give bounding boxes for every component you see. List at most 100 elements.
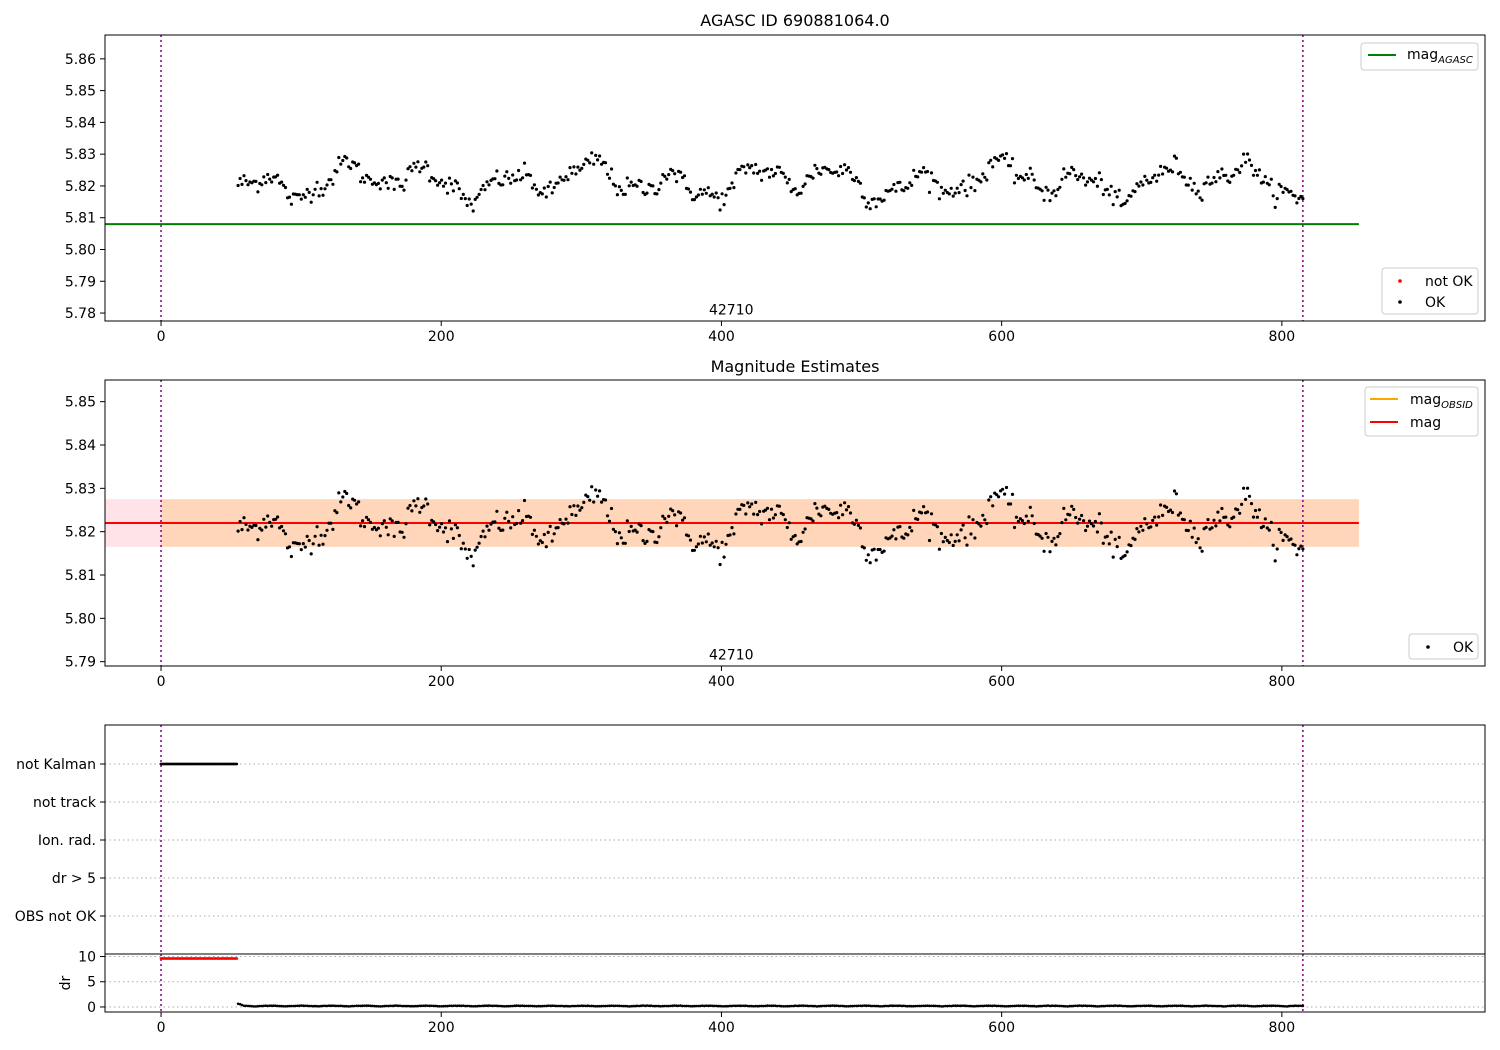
dr-ok-point [473, 1004, 477, 1008]
dr-ok-point [1216, 1004, 1220, 1008]
ok-point [566, 521, 570, 525]
dr-ok-point [584, 1004, 588, 1008]
dr-ok-point [627, 1005, 631, 1008]
ok-point [748, 166, 752, 170]
dr-ok-point [718, 1004, 722, 1008]
ok-point [856, 523, 861, 528]
ok-point [558, 518, 562, 522]
dr-ok-point [845, 1005, 848, 1008]
ok-point [507, 519, 511, 524]
dr-ok-point [1291, 1004, 1295, 1008]
ok-point [769, 507, 774, 511]
ok-point [410, 509, 414, 513]
panel-flags: not Kalman not track Ion. rad. dr > 5 OBS no… [15, 724, 1486, 955]
ok-point [414, 165, 418, 169]
ok-point [359, 180, 363, 184]
dr-ok-point [957, 1004, 961, 1008]
dr-ok-point [1287, 1004, 1291, 1008]
dr-ok-point [661, 1004, 665, 1008]
ok-point [317, 543, 321, 547]
ok-point [823, 504, 827, 508]
ok-point [1295, 553, 1299, 557]
dr-ok-point [857, 1004, 860, 1008]
ok-point [720, 540, 724, 545]
ok-point [902, 189, 906, 193]
ok-point [738, 168, 742, 172]
dr-ok-point [246, 1004, 250, 1008]
ok-point [1026, 176, 1030, 180]
ok-point [280, 180, 284, 184]
ok-point [1012, 525, 1017, 530]
ok-point [718, 562, 722, 567]
y-tick-label: 5.84 [65, 438, 96, 454]
ok-point [264, 525, 268, 529]
dr-ok-point [1109, 1004, 1113, 1008]
dr-ok-point [1283, 1005, 1287, 1008]
ok-point [1028, 505, 1032, 509]
ok-point [1048, 199, 1052, 203]
dr-ok-point [657, 1004, 661, 1008]
dr-ok-point [471, 1005, 475, 1008]
dr-ok-point [655, 1004, 659, 1008]
panel2-legend-points: OK [1408, 633, 1479, 660]
dr-ok-point [270, 1004, 274, 1007]
ok-point [1070, 504, 1074, 508]
y-tick-label: 5.83 [65, 481, 96, 497]
dr-ok-point [566, 1004, 570, 1008]
dr-ok-point [515, 1004, 518, 1007]
dr-ok-point [582, 1004, 586, 1008]
ok-point [765, 167, 770, 171]
dr-ok-point [381, 1005, 384, 1008]
flag-point [235, 762, 239, 766]
ok-point [951, 194, 955, 198]
ok-point [912, 508, 916, 512]
ok-point [1289, 537, 1293, 541]
ok-point [378, 534, 382, 538]
ok-point [651, 530, 655, 534]
ok-point [894, 189, 898, 193]
dr-ok-point [319, 1004, 323, 1008]
ok-point [1052, 536, 1056, 540]
ok-point [773, 513, 778, 517]
ok-point [1174, 156, 1178, 160]
ok-point [362, 525, 367, 529]
dr-ok-point [1236, 1004, 1239, 1007]
ok-point [767, 175, 772, 179]
dr-ok-point [1234, 1004, 1237, 1008]
ok-point [588, 161, 592, 165]
dr-ok-point [1192, 1004, 1196, 1008]
dr-ok-point [598, 1004, 601, 1008]
dr-ok-point [602, 1004, 605, 1008]
dr-ok-point [1090, 1004, 1093, 1008]
ok-point [1186, 183, 1190, 187]
dr-ok-point [1084, 1004, 1087, 1007]
dr-ok-point [1244, 1004, 1247, 1008]
ok-point [1212, 518, 1216, 522]
dr-ok-point [454, 1004, 457, 1007]
ok-point [260, 183, 264, 187]
ok-point [1204, 181, 1208, 185]
ok-point [349, 166, 353, 171]
ok-point [1170, 510, 1175, 515]
dr-ok-point [341, 1004, 345, 1008]
ok-point [1105, 187, 1109, 191]
ok-point [1050, 191, 1054, 195]
dr-ok-point [831, 1004, 834, 1007]
panel4-axes-frame [104, 953, 1486, 1013]
ok-point [562, 178, 566, 182]
ok-point [702, 535, 706, 539]
ok-point [376, 181, 380, 185]
ok-point [408, 503, 412, 508]
ok-point [1032, 178, 1036, 182]
ok-point [1022, 521, 1026, 526]
ok-point [256, 190, 260, 194]
ok-point [1206, 518, 1210, 522]
dr-ok-point [357, 1004, 360, 1008]
ok-point [483, 535, 487, 539]
dr-ok-point [408, 1004, 412, 1008]
ok-point [542, 532, 546, 537]
ok-point [927, 190, 932, 194]
ok-point [519, 178, 523, 182]
ok-point [321, 193, 325, 197]
dr-ok-point [353, 1004, 356, 1008]
